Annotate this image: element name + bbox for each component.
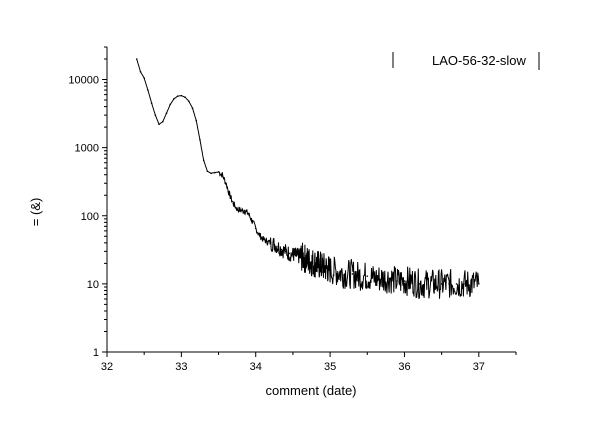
data-point (161, 120, 164, 123)
data-point (433, 283, 436, 285)
data-point (180, 94, 183, 97)
data-point (135, 58, 138, 60)
x-axis: 32 33 34 35 36 37 (101, 352, 517, 373)
data-point (150, 102, 153, 104)
data-point (206, 170, 209, 173)
data-point (351, 273, 354, 275)
data-point (158, 123, 160, 126)
data-point (258, 234, 261, 236)
legend: LAO-56-32-slow (392, 52, 540, 70)
data-point (440, 283, 443, 285)
data-point (139, 70, 142, 73)
data-point (396, 280, 398, 282)
x-tick-label: 34 (250, 361, 262, 373)
data-point (262, 238, 264, 241)
data-point (366, 275, 369, 277)
data-point (373, 277, 376, 280)
data-point (403, 280, 406, 282)
data-point (306, 259, 309, 262)
data-point (273, 243, 276, 246)
data-point (217, 171, 220, 173)
data-point (425, 283, 428, 285)
data-point (314, 262, 317, 265)
data-point (210, 172, 212, 175)
data-point (321, 265, 324, 268)
data-point (288, 252, 290, 255)
data-point (176, 95, 179, 97)
data-point (221, 173, 224, 176)
data-point (243, 210, 246, 212)
data-point (147, 89, 149, 91)
data-point (299, 255, 302, 258)
data-point (173, 98, 175, 100)
data-point (463, 283, 465, 285)
data-point (381, 277, 383, 280)
data-point (325, 267, 328, 269)
x-tick-label: 35 (324, 361, 336, 373)
data-point (344, 273, 346, 275)
legend-label: LAO-56-32-slow (432, 53, 527, 68)
data-point (336, 271, 339, 273)
data-point (143, 77, 145, 79)
data-point (277, 246, 279, 248)
data-point (154, 114, 157, 116)
y-tick-label: 1000 (75, 143, 99, 155)
data-point (329, 269, 331, 271)
y-axis: 1 10 100 1000 10000 (68, 46, 107, 359)
data-point (303, 257, 305, 259)
y-tick-label: 1 (93, 347, 99, 359)
x-axis-title: comment (date) (265, 383, 356, 398)
data-point (455, 283, 458, 285)
x-tick-label: 33 (175, 361, 187, 373)
data-point (247, 212, 250, 215)
data-point (411, 280, 413, 282)
series-layer (135, 58, 480, 299)
x-tick-label: 32 (101, 361, 113, 373)
data-point (478, 283, 480, 285)
y-tick-label: 10 (87, 279, 99, 291)
data-point (232, 202, 235, 205)
data-point (202, 159, 205, 162)
data-point (165, 112, 168, 115)
data-point (388, 277, 391, 280)
data-point (225, 182, 227, 185)
y-tick-label: 10000 (68, 75, 99, 87)
data-point (266, 240, 268, 243)
data-point (236, 208, 238, 210)
x-tick-label: 37 (473, 361, 485, 373)
series-line (136, 58, 480, 299)
data-point (251, 219, 253, 222)
data-point (292, 253, 294, 256)
y-tick-label: 100 (81, 211, 99, 223)
data-point (195, 119, 198, 122)
data-point (284, 250, 287, 253)
data-point (214, 171, 216, 174)
data-point (448, 283, 450, 285)
data-point (310, 261, 313, 263)
x-tick-label: 36 (398, 361, 410, 373)
data-point (359, 275, 361, 277)
data-point (228, 194, 231, 197)
y-axis-title: = (&) (28, 198, 43, 227)
plot-frame (106, 47, 516, 353)
data-point (280, 248, 283, 251)
data-point (188, 100, 190, 103)
data-point (191, 107, 194, 109)
data-point (254, 227, 257, 230)
data-point (470, 283, 473, 285)
data-point (418, 283, 421, 285)
data-point (184, 96, 186, 98)
data-point (169, 103, 172, 106)
data-point (199, 139, 201, 141)
data-point (295, 254, 298, 257)
data-point (269, 242, 272, 244)
data-point (318, 264, 320, 266)
data-point (240, 209, 242, 212)
